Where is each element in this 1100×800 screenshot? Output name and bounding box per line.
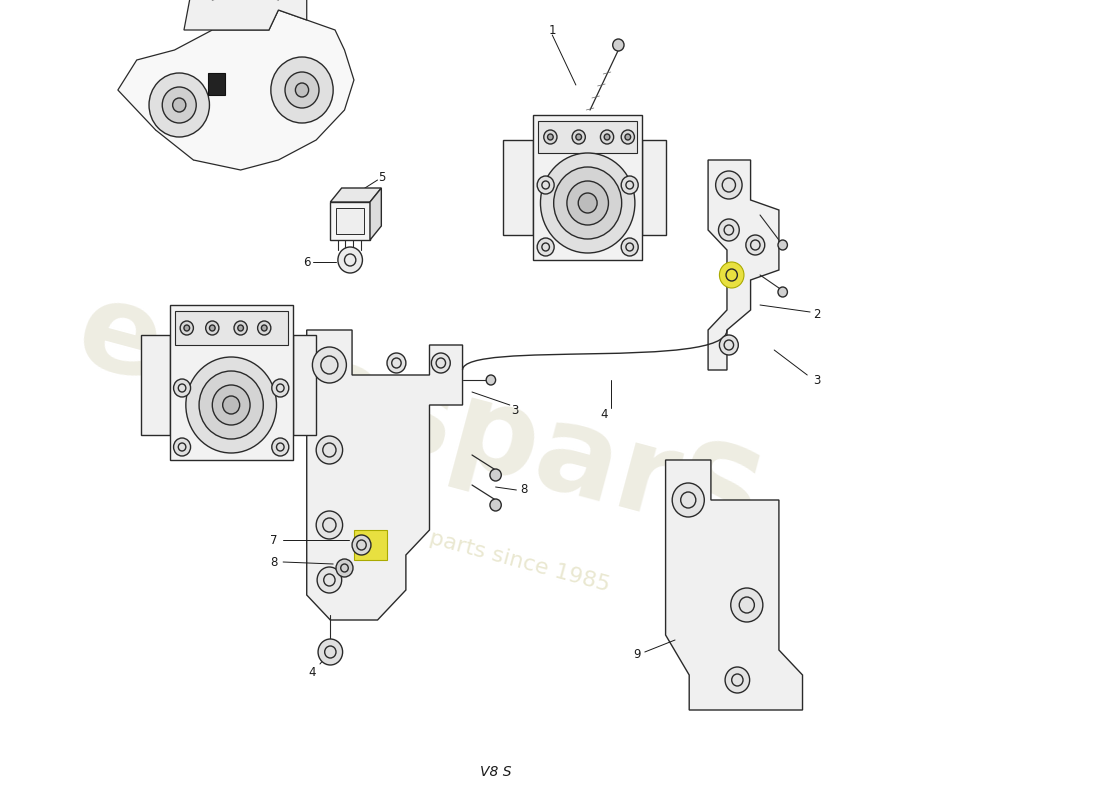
Circle shape: [338, 247, 362, 273]
Circle shape: [486, 375, 496, 385]
Text: 3: 3: [813, 374, 821, 386]
Circle shape: [672, 483, 704, 517]
Circle shape: [209, 325, 216, 331]
Circle shape: [352, 535, 371, 555]
Circle shape: [317, 567, 342, 593]
Text: 5: 5: [378, 171, 386, 185]
Circle shape: [257, 321, 271, 335]
Circle shape: [238, 325, 243, 331]
Circle shape: [272, 438, 289, 456]
Circle shape: [725, 667, 749, 693]
Polygon shape: [354, 530, 387, 560]
Circle shape: [730, 588, 763, 622]
Text: V8 S: V8 S: [480, 765, 512, 779]
Circle shape: [621, 238, 638, 256]
Text: a precision parts since 1985: a precision parts since 1985: [304, 494, 613, 595]
Circle shape: [625, 134, 630, 140]
Bar: [534, 115, 642, 260]
Circle shape: [566, 181, 608, 225]
Polygon shape: [666, 460, 803, 710]
Circle shape: [719, 335, 738, 355]
Circle shape: [174, 438, 190, 456]
Circle shape: [604, 134, 609, 140]
Polygon shape: [307, 330, 462, 620]
Circle shape: [778, 240, 788, 250]
Circle shape: [613, 39, 624, 51]
Circle shape: [199, 371, 263, 439]
Text: 9: 9: [634, 649, 641, 662]
Circle shape: [206, 321, 219, 335]
Circle shape: [778, 287, 788, 297]
Circle shape: [746, 235, 764, 255]
Circle shape: [316, 436, 342, 464]
Circle shape: [180, 321, 194, 335]
Circle shape: [601, 130, 614, 144]
Text: 1: 1: [549, 23, 556, 37]
Circle shape: [296, 83, 309, 97]
Text: 6: 6: [302, 255, 310, 269]
Circle shape: [148, 73, 209, 137]
Bar: [175, 311, 288, 345]
Circle shape: [718, 219, 739, 241]
Circle shape: [285, 72, 319, 108]
Polygon shape: [118, 10, 354, 170]
Bar: [538, 121, 637, 153]
Text: 8: 8: [270, 555, 277, 569]
Circle shape: [222, 396, 240, 414]
Circle shape: [316, 511, 342, 539]
Circle shape: [621, 176, 638, 194]
Circle shape: [336, 559, 353, 577]
Circle shape: [537, 176, 554, 194]
Polygon shape: [142, 335, 169, 435]
Text: 8: 8: [520, 483, 528, 497]
Polygon shape: [708, 160, 779, 370]
Circle shape: [431, 353, 450, 373]
Text: 2: 2: [813, 309, 821, 322]
Text: eurosparS: eurosparS: [65, 272, 775, 568]
Circle shape: [272, 379, 289, 397]
Circle shape: [719, 262, 744, 288]
Polygon shape: [184, 0, 307, 30]
Circle shape: [540, 153, 635, 253]
Polygon shape: [330, 188, 382, 202]
Circle shape: [271, 57, 333, 123]
Polygon shape: [642, 140, 666, 235]
Bar: [330, 202, 370, 240]
Circle shape: [490, 499, 502, 511]
Circle shape: [543, 130, 557, 144]
Circle shape: [548, 134, 553, 140]
Text: 3: 3: [510, 403, 518, 417]
Circle shape: [537, 238, 554, 256]
Bar: [208, 73, 224, 95]
Circle shape: [262, 325, 267, 331]
Circle shape: [572, 130, 585, 144]
Circle shape: [621, 130, 635, 144]
Bar: [336, 208, 364, 234]
Text: 4: 4: [601, 409, 608, 422]
Polygon shape: [503, 140, 534, 235]
Circle shape: [174, 379, 190, 397]
Polygon shape: [293, 335, 316, 435]
Circle shape: [579, 193, 597, 213]
Text: 7: 7: [270, 534, 277, 546]
Circle shape: [173, 98, 186, 112]
Circle shape: [234, 321, 248, 335]
Circle shape: [576, 134, 582, 140]
Text: 4: 4: [309, 666, 316, 678]
Circle shape: [212, 385, 250, 425]
Circle shape: [716, 171, 742, 199]
Circle shape: [387, 353, 406, 373]
Circle shape: [162, 87, 196, 123]
Circle shape: [184, 325, 189, 331]
Circle shape: [312, 347, 346, 383]
Circle shape: [490, 469, 502, 481]
Circle shape: [553, 167, 621, 239]
Polygon shape: [370, 188, 382, 240]
Circle shape: [318, 639, 342, 665]
Circle shape: [186, 357, 276, 453]
Bar: [169, 305, 293, 460]
